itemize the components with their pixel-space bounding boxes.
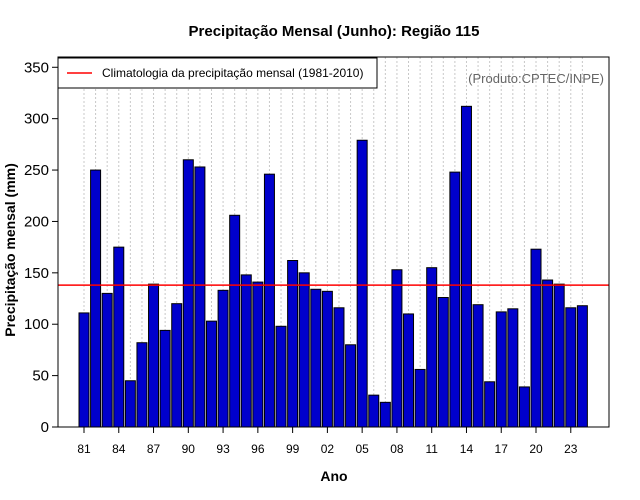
bar-2011 bbox=[426, 267, 438, 428]
y-tick-label: 300 bbox=[24, 111, 49, 128]
bar-2020 bbox=[530, 248, 542, 428]
x-tick-label: 96 bbox=[251, 442, 265, 456]
y-axis: 0 50 100 150 200 250 300 350 bbox=[24, 59, 58, 436]
legend-box bbox=[57, 57, 378, 89]
x-tick-label: 23 bbox=[564, 442, 578, 456]
bar-1996 bbox=[252, 281, 264, 428]
x-tick-label: 11 bbox=[425, 442, 438, 456]
plot-frame bbox=[57, 56, 610, 428]
x-tick-label: 99 bbox=[286, 442, 300, 456]
x-tick-label: 90 bbox=[182, 442, 196, 456]
x-tick-label: 05 bbox=[355, 442, 369, 456]
bar-1987 bbox=[148, 283, 160, 428]
bar-1983 bbox=[101, 292, 113, 428]
bar-1994 bbox=[229, 214, 241, 428]
x-tick-label: 14 bbox=[460, 442, 474, 456]
bar-2021 bbox=[542, 279, 554, 428]
legend: Climatologia da precipitação mensal (198… bbox=[57, 57, 378, 89]
bar-2003 bbox=[333, 307, 345, 428]
x-tick-label: 08 bbox=[390, 442, 404, 456]
chart-title: Precipitação Mensal (Junho): Região 115 bbox=[189, 23, 480, 40]
bar-2016 bbox=[484, 381, 496, 428]
bar-2014 bbox=[460, 105, 472, 428]
bar-1990 bbox=[182, 159, 194, 428]
bar-2015 bbox=[472, 304, 484, 428]
bar-2010 bbox=[414, 368, 426, 428]
bar-2004 bbox=[345, 344, 357, 428]
y-tick-label: 200 bbox=[24, 213, 49, 230]
bar-2001 bbox=[310, 288, 322, 428]
source-annotation: (Produto:CPTEC/INPE) bbox=[468, 71, 604, 86]
bar-2009 bbox=[403, 313, 415, 428]
x-tick-label: 02 bbox=[321, 442, 335, 456]
bar-1995 bbox=[240, 274, 252, 428]
x-tick-label: 81 bbox=[77, 442, 91, 456]
y-tick-label: 350 bbox=[24, 59, 49, 76]
x-tick-label: 17 bbox=[495, 442, 509, 456]
bar-1984 bbox=[113, 246, 125, 428]
x-tick-label: 87 bbox=[147, 442, 161, 456]
bar-1992 bbox=[205, 320, 217, 428]
bar-2022 bbox=[553, 283, 565, 428]
bar-1981 bbox=[78, 312, 90, 428]
x-tick-label: 84 bbox=[112, 442, 126, 456]
bar-2005 bbox=[356, 139, 368, 428]
bar-1993 bbox=[217, 289, 229, 428]
bar-1985 bbox=[124, 380, 136, 428]
bar-2018 bbox=[507, 308, 519, 428]
bar-2002 bbox=[321, 290, 333, 428]
bar-1989 bbox=[171, 303, 183, 428]
bar-2019 bbox=[518, 386, 530, 428]
y-tick-label: 150 bbox=[24, 265, 49, 282]
bar-2007 bbox=[379, 401, 391, 428]
bar-2023 bbox=[565, 307, 577, 428]
y-tick-label: 100 bbox=[24, 316, 49, 333]
x-axis-title: Ano bbox=[320, 468, 347, 484]
y-tick-label: 0 bbox=[41, 419, 49, 436]
bar-1998 bbox=[275, 325, 287, 428]
x-tick-label: 93 bbox=[216, 442, 230, 456]
bar-2006 bbox=[368, 394, 380, 428]
y-axis-title: Precipitação mensal (mm) bbox=[2, 163, 18, 337]
bar-2008 bbox=[391, 269, 403, 428]
bar-2024 bbox=[576, 305, 588, 428]
bar-2000 bbox=[298, 272, 310, 428]
x-tick-label: 20 bbox=[529, 442, 543, 456]
bars bbox=[78, 105, 588, 428]
bar-2013 bbox=[449, 171, 461, 428]
y-tick-label: 50 bbox=[32, 368, 49, 385]
bar-2017 bbox=[495, 311, 507, 428]
bar-2012 bbox=[437, 297, 449, 428]
bar-1982 bbox=[90, 169, 102, 428]
bar-1988 bbox=[159, 329, 171, 428]
legend-label: Climatologia da precipitação mensal (198… bbox=[102, 66, 363, 80]
bar-1986 bbox=[136, 342, 148, 428]
bar-1997 bbox=[263, 173, 275, 428]
x-axis: 81 84 87 90 93 96 99 02 05 08 11 14 17 20 23 bbox=[77, 427, 578, 456]
bar-1991 bbox=[194, 166, 206, 428]
y-tick-label: 250 bbox=[24, 162, 49, 179]
